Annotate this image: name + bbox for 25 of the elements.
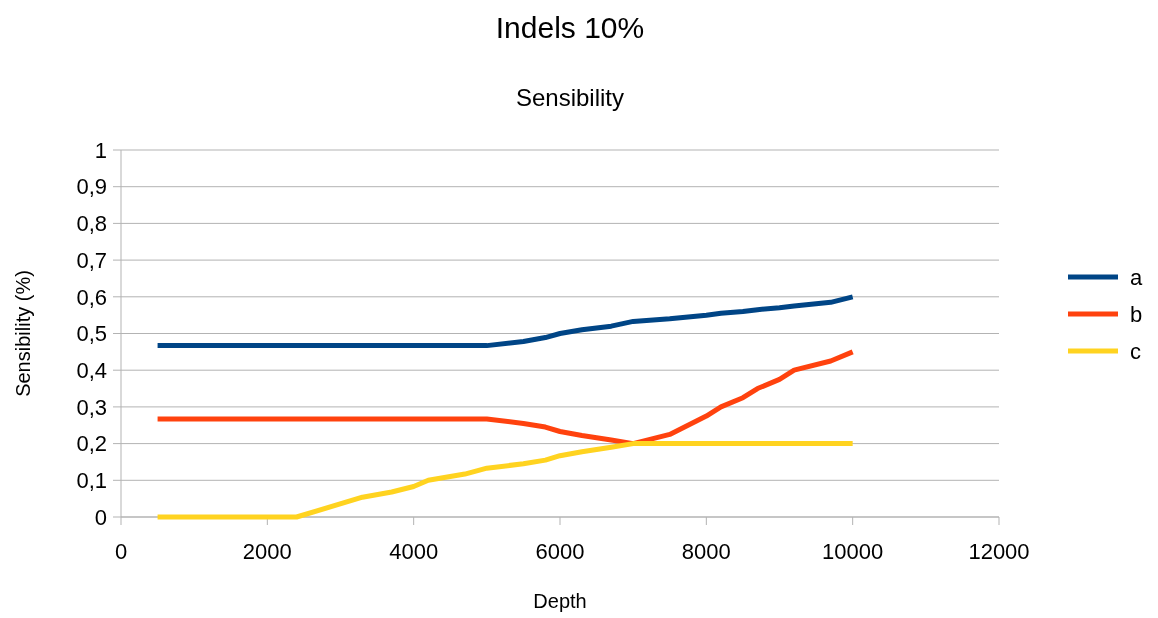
chart-subtitle: Sensibility (515, 84, 625, 111)
x-tick-label: 12000 (968, 539, 1030, 564)
legend-label: a (1130, 264, 1143, 290)
x-tick-label: 4000 (389, 539, 439, 564)
x-tick-label: 8000 (681, 539, 731, 564)
x-tick-label: 6000 (535, 539, 585, 564)
y-tick-label: 0,1 (76, 468, 107, 493)
y-tick-label: 0,6 (76, 284, 107, 310)
y-tick-label: 0,3 (76, 394, 107, 420)
x-axis-title: Depth (533, 590, 587, 612)
chart-title: Indels 10% (495, 11, 645, 44)
y-tick-label: 0,2 (76, 431, 107, 457)
y-tick-label: 0,8 (76, 211, 107, 237)
x-tick-label: 10000 (822, 539, 884, 564)
y-tick-label: 0,4 (76, 357, 107, 383)
y-tick-label: 1 (94, 137, 107, 163)
y-tick-label: 0,5 (76, 321, 107, 347)
legend-label: c (1130, 338, 1141, 364)
x-tick-label: 2000 (242, 539, 292, 564)
x-tick-label: 0 (114, 539, 128, 564)
y-axis-title: Sensibility (%) (12, 270, 34, 397)
y-tick-label: 0,7 (76, 247, 107, 273)
legend-label: b (1130, 301, 1143, 327)
y-tick-label: 0,9 (76, 174, 107, 200)
y-tick-label: 0 (94, 504, 107, 530)
